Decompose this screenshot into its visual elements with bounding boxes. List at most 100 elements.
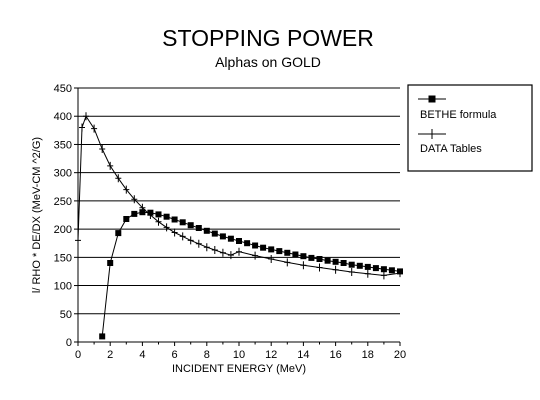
y-tick-label: 0: [66, 337, 72, 349]
bethe-point: [179, 219, 186, 226]
data-table-point: [107, 161, 114, 170]
bethe-point: [252, 242, 259, 249]
x-tick-label: 6: [172, 349, 178, 361]
data-table-point: [155, 217, 162, 226]
legend-marker-bethe: [428, 95, 436, 103]
x-tick-label: 12: [265, 349, 277, 361]
bethe-point: [131, 210, 138, 217]
bethe-point: [316, 256, 323, 262]
bethe-point: [308, 254, 315, 261]
bethe-point: [340, 260, 347, 266]
data-table-point: [195, 239, 202, 248]
bethe-point: [284, 249, 291, 256]
bethe-point: [276, 248, 283, 255]
y-tick-label: 300: [54, 168, 72, 180]
x-tick-label: 0: [75, 349, 81, 361]
bethe-point: [388, 267, 395, 274]
data-table-point: [219, 248, 226, 257]
data-table-point: [203, 243, 210, 252]
bethe-point: [155, 211, 162, 218]
bethe-point: [260, 244, 267, 251]
x-tick-label: 14: [297, 349, 309, 361]
data-table-point: [147, 211, 154, 219]
data-table-point: [332, 265, 339, 274]
bethe-point: [324, 257, 331, 264]
y-tick-label: 50: [60, 309, 72, 321]
x-tick-label: 10: [233, 349, 245, 361]
series-line-0: [101, 211, 401, 337]
data-table-point: [171, 228, 178, 237]
chart-subtitle: Alphas on GOLD: [215, 54, 321, 70]
data-table-point: [380, 271, 387, 280]
x-tick-label: 2: [107, 349, 113, 361]
y-tick-label: 400: [54, 111, 72, 123]
bethe-point: [268, 246, 275, 253]
data-table-point: [131, 195, 138, 204]
legend-box: [407, 84, 533, 172]
data-table-point: [163, 223, 170, 232]
data-table-point: [99, 145, 106, 153]
y-tick-label: 350: [54, 139, 72, 151]
x-axis-ticks: 0 2 4 6 8 10 12 14 16 18 20: [75, 342, 406, 361]
data-table-point: [252, 251, 259, 260]
data-table-point: [236, 247, 242, 256]
data-table-point: [179, 232, 186, 241]
bethe-point: [236, 238, 242, 244]
data-table-point: [316, 263, 323, 272]
bethe-point: [211, 230, 218, 237]
bethe-point: [300, 253, 307, 260]
data-table-point: [79, 123, 85, 132]
gridlines: [78, 87, 400, 315]
bethe-point: [195, 225, 202, 231]
bethe-point: [380, 266, 387, 273]
bethe-point: [356, 262, 363, 269]
data-table-point: [187, 236, 194, 245]
chart-title: STOPPING POWER: [162, 25, 374, 51]
y-tick-label: 200: [54, 224, 72, 236]
y-tick-label: 100: [54, 281, 72, 293]
data-table-point: [397, 269, 403, 278]
data-table-point: [300, 261, 307, 270]
y-tick-label: 450: [54, 83, 72, 95]
x-axis-label: INCIDENT ENERGY (MeV): [172, 363, 306, 375]
bethe-point: [115, 230, 122, 237]
legend-label-bethe: BETHE formula: [420, 109, 497, 121]
y-tick-label: 150: [54, 252, 72, 264]
bethe-point: [244, 240, 251, 247]
data-table-point: [268, 255, 275, 263]
legend-label-data: DATA Tables: [420, 143, 482, 155]
bethe-point: [203, 227, 210, 234]
data-table-point: [211, 246, 218, 254]
bethe-point: [123, 216, 130, 222]
bethe-point: [227, 235, 234, 242]
x-tick-label: 8: [204, 349, 210, 361]
bethe-point: [99, 333, 106, 340]
data-table-point: [115, 174, 122, 183]
data-table-point: [91, 124, 98, 133]
data-table-point: [364, 269, 371, 278]
legend: BETHE formula DATA Tables: [407, 84, 533, 172]
x-tick-label: 18: [362, 349, 374, 361]
data-table-point: [348, 268, 355, 276]
x-tick-label: 4: [139, 349, 145, 361]
bethe-point: [187, 222, 194, 229]
bethe-point: [372, 265, 379, 272]
bethe-point: [139, 209, 146, 216]
bethe-point: [348, 261, 355, 268]
plot-area: [75, 112, 403, 340]
bethe-point: [171, 216, 178, 223]
y-axis-label: l/ RHO * DE/DX (MeV-CM ^2/G): [31, 137, 43, 293]
data-table-point: [227, 251, 234, 260]
y-axis-ticks: 0 50 100 150 200 250 300 350 400 450: [54, 83, 78, 349]
bethe-point: [292, 251, 299, 258]
bethe-point: [163, 213, 170, 220]
x-tick-label: 16: [329, 349, 341, 361]
data-table-point: [139, 203, 146, 212]
y-tick-label: 250: [54, 196, 72, 208]
bethe-point: [364, 263, 371, 270]
data-table-point: [83, 112, 89, 121]
bethe-point: [107, 260, 114, 266]
data-table-point: [284, 258, 291, 267]
data-table-point: [123, 185, 130, 194]
